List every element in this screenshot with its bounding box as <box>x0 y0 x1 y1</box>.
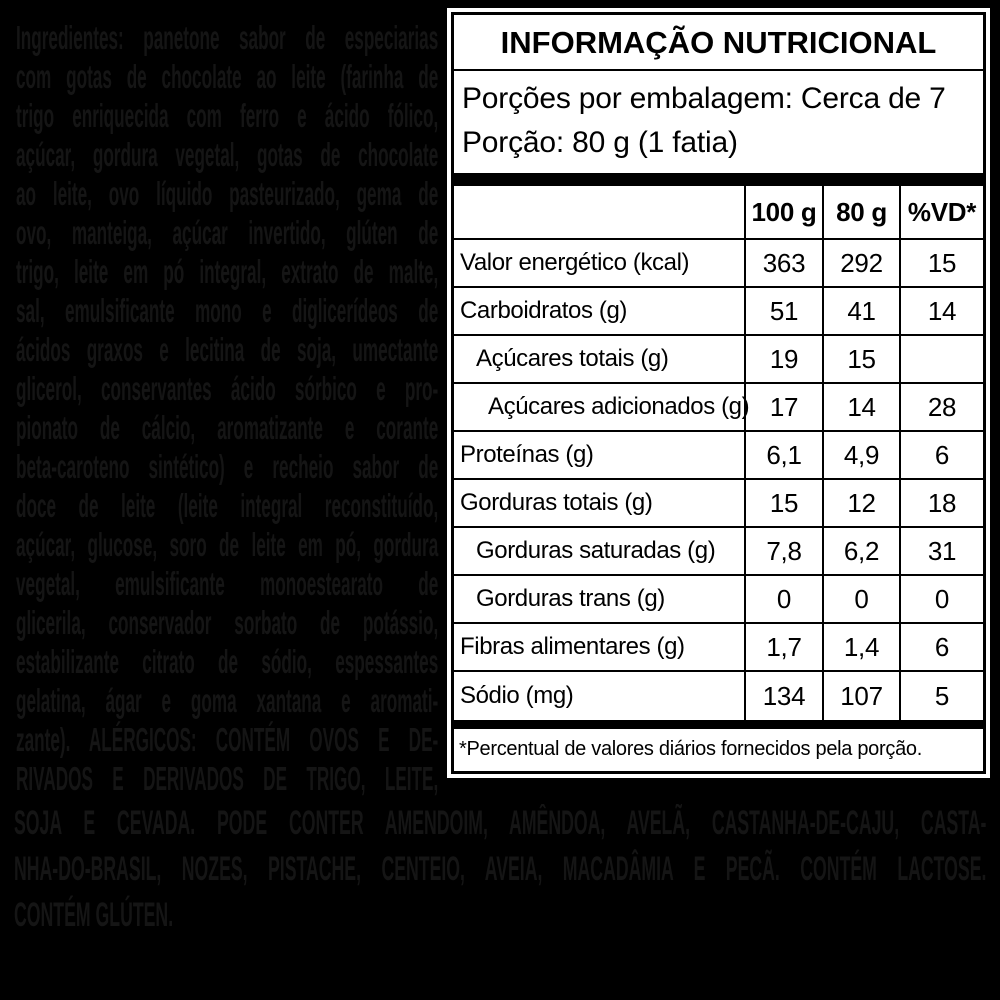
table-header-cell: %VD* <box>899 186 983 238</box>
nutrient-value: 15 <box>822 336 899 382</box>
nutrient-value: 6,2 <box>822 528 899 574</box>
table-header-cell: 80 g <box>822 186 899 238</box>
serving-size: Porção: 80 g (1 fatia) <box>462 126 738 159</box>
section-bar-top <box>454 173 983 186</box>
nutrient-value: 6 <box>899 624 983 670</box>
nutrient-label: Açúcares adicionados (g) <box>488 393 750 420</box>
nutrient-label: Sódio (mg) <box>460 682 574 709</box>
table-header-row: 100 g 80 g %VD* <box>454 186 983 240</box>
text-line: açúcar, gordura vegetal, gotas de chocol… <box>16 136 439 173</box>
nutrient-value <box>899 336 983 382</box>
nutrient-value: 19 <box>744 336 822 382</box>
title-divider <box>454 69 983 71</box>
text-line: estabilizante citrato de sódio, espessan… <box>16 643 439 680</box>
nutrient-value: 107 <box>822 672 899 720</box>
nutrient-value: 18 <box>899 480 983 526</box>
text-line: RIVADOS E DERIVADOS DE TRIGO, LEITE, <box>16 760 439 797</box>
text-line: com gotas de chocolate ao leite (farinha… <box>16 58 439 95</box>
nutrient-label: Fibras alimentares (g) <box>460 633 685 660</box>
nutrient-value: 14 <box>822 384 899 430</box>
allergen-text: SOJA E CEVADA. PODE CONTER AMENDOIM, AMÊ… <box>14 800 986 938</box>
nutrient-label: Açúcares totais (g) <box>476 345 669 372</box>
nutrient-value: 41 <box>822 288 899 334</box>
nutrient-label: Proteínas (g) <box>460 441 594 468</box>
text-line: zante). ALÉRGICOS: CONTÉM OVOS E DE- <box>16 721 439 758</box>
table-row: Gorduras saturadas (g) 7,8 6,2 31 <box>454 528 983 576</box>
nutrient-value: 1,4 <box>822 624 899 670</box>
table-header-empty <box>454 186 744 238</box>
table-row: Fibras alimentares (g) 1,7 1,4 6 <box>454 624 983 672</box>
nutrient-label: Carboidratos (g) <box>460 297 628 324</box>
table-row: Gorduras trans (g) 0 0 0 <box>454 576 983 624</box>
text-line: gelatina, ágar e goma xantana e aromati- <box>16 682 439 719</box>
nutrient-value: 17 <box>744 384 822 430</box>
text-line: ovo, manteiga, açúcar invertido, glúten … <box>16 214 439 251</box>
text-line: doce de leite (leite integral reconstitu… <box>16 487 439 524</box>
nutrition-facts-panel: INFORMAÇÃO NUTRICIONAL Porções por embal… <box>447 8 990 778</box>
panel-title: INFORMAÇÃO NUTRICIONAL <box>500 25 937 60</box>
text-line: CONTÉM GLÚTEN. <box>14 896 174 934</box>
nutrient-value: 6 <box>899 432 983 478</box>
nutrient-value: 363 <box>744 240 822 286</box>
text-line: pionato de cálcio, aromatizante e corant… <box>16 409 439 446</box>
table-row: Valor energético (kcal) 363 292 15 <box>454 240 983 288</box>
nutrient-value: 12 <box>822 480 899 526</box>
nutrient-value: 14 <box>899 288 983 334</box>
nutrient-value: 31 <box>899 528 983 574</box>
nutrient-value: 7,8 <box>744 528 822 574</box>
table-row: Açúcares totais (g) 19 15 <box>454 336 983 384</box>
nutrient-value: 1,7 <box>744 624 822 670</box>
nutrient-value: 6,1 <box>744 432 822 478</box>
text-line: sal, emulsificante mono e diglicerídeos … <box>16 292 439 329</box>
nutrient-value: 0 <box>822 576 899 622</box>
nutrition-table: 100 g 80 g %VD* Valor energético (kcal) 363 2… <box>454 186 983 720</box>
ingredients-text: Ingredientes: panetone sabor de especiar… <box>16 18 438 798</box>
section-bar-bottom <box>454 720 983 729</box>
nutrient-value: 5 <box>899 672 983 720</box>
serving-info: Porções por embalagem: Cerca de 7 Porção… <box>454 71 983 173</box>
nutrient-value: 15 <box>744 480 822 526</box>
text-line: ao leite, ovo líquido pasteurizado, gema… <box>16 175 439 212</box>
nutrition-facts-border: INFORMAÇÃO NUTRICIONAL Porções por embal… <box>451 12 986 774</box>
text-line: SOJA E CEVADA. PODE CONTER AMENDOIM, AMÊ… <box>14 804 987 842</box>
text-line: trigo, leite em pó integral, extrato de … <box>16 253 439 290</box>
nutrient-value: 4,9 <box>822 432 899 478</box>
nutrient-label: Gorduras totais (g) <box>460 489 653 516</box>
nutrient-value: 134 <box>744 672 822 720</box>
nutrient-value: 292 <box>822 240 899 286</box>
nutrient-value: 51 <box>744 288 822 334</box>
table-row: Gorduras totais (g) 15 12 18 <box>454 480 983 528</box>
nutrient-label: Valor energético (kcal) <box>460 249 690 276</box>
table-row: Proteínas (g) 6,1 4,9 6 <box>454 432 983 480</box>
table-header-cell: 100 g <box>744 186 822 238</box>
text-line: glicerila, conservador sorbato de potáss… <box>16 604 439 641</box>
text-line: vegetal, emulsificante monoestearato de <box>16 565 439 602</box>
nutrient-value: 28 <box>899 384 983 430</box>
servings-per-package: Porções por embalagem: Cerca de 7 <box>462 82 946 115</box>
text-line: açúcar, glucose, soro de leite em pó, go… <box>16 526 439 563</box>
text-line: beta-caroteno sintético) e recheio sabor… <box>16 448 439 485</box>
nutrient-label: Gorduras saturadas (g) <box>476 537 716 564</box>
text-line: Ingredientes: panetone sabor de especiar… <box>16 19 439 56</box>
table-row: Carboidratos (g) 51 41 14 <box>454 288 983 336</box>
table-row: Açúcares adicionados (g) 17 14 28 <box>454 384 983 432</box>
nutrient-label: Gorduras trans (g) <box>476 585 665 612</box>
text-line: ácidos graxos e lecitina de soja, umecta… <box>16 331 439 368</box>
table-row: Sódio (mg) 134 107 5 <box>454 672 983 720</box>
text-line: NHA-DO-BRASIL, NOZES, PISTACHE, CENTEIO,… <box>14 850 987 888</box>
text-line: trigo enriquecida com ferro e ácido fóli… <box>16 97 439 134</box>
footnote: *Percentual de valores diários fornecido… <box>459 738 922 760</box>
nutrient-value: 0 <box>899 576 983 622</box>
nutrient-value: 0 <box>744 576 822 622</box>
nutrient-value: 15 <box>899 240 983 286</box>
text-line: glicerol, conservantes ácido sórbico e p… <box>16 370 439 407</box>
